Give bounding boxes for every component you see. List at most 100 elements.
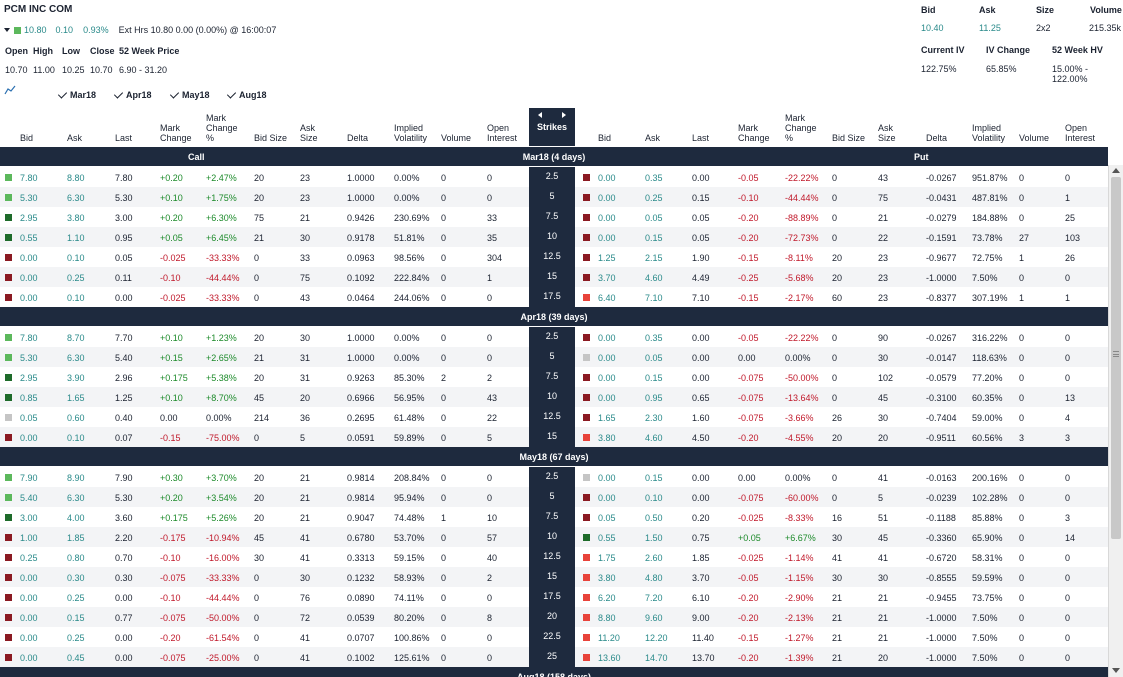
call-ask-cell[interactable]: 3.80	[67, 213, 85, 223]
option-row[interactable]: 0.00 0.10 0.05 -0.025 -33.33% 0 33 0.0963 98.56%…	[0, 247, 1108, 267]
put-ask-cell[interactable]: 14.70	[645, 653, 668, 663]
call-bid-size-cell[interactable]: 20	[254, 513, 265, 523]
put-volume-cell[interactable]: 3	[1019, 433, 1025, 443]
option-row[interactable]: 7.80 8.80 7.80 +0.20 +2.47% 20 23 1.0000 0.00% 0 0…	[0, 167, 1108, 187]
scrollbar[interactable]	[1108, 165, 1123, 677]
put-bid-cell[interactable]: 0.00	[598, 173, 616, 183]
call-delta-cell[interactable]: 0.9178	[347, 233, 375, 243]
call-last-cell[interactable]: 7.70	[115, 333, 133, 343]
call-open-interest-cell[interactable]: 304	[487, 253, 503, 263]
call-mark-change-cell[interactable]: +0.05	[160, 233, 183, 243]
put-ask-size-cell[interactable]: 21	[878, 213, 889, 223]
call-bid-cell[interactable]: 0.00	[20, 613, 38, 623]
put-volume-cell[interactable]: 0	[1019, 213, 1025, 223]
call-volume-cell[interactable]: 0	[441, 293, 447, 303]
call-volume-cell[interactable]: 0	[441, 413, 447, 423]
put-ask-size-cell[interactable]: 21	[878, 633, 889, 643]
option-row[interactable]: 0.00 0.45 0.00 -0.075 -25.00% 0 41 0.1002 125.61…	[0, 647, 1108, 667]
call-mark-change-cell[interactable]: +0.175	[160, 373, 188, 383]
call-mark-change-cell[interactable]: +0.20	[160, 493, 183, 503]
call-mark-change-cell[interactable]: +0.15	[160, 353, 183, 363]
call-implied-volatility-cell[interactable]: 58.93%	[394, 573, 425, 583]
call-implied-volatility-cell[interactable]: 59.15%	[394, 553, 425, 563]
put-open-interest-cell[interactable]: 0	[1065, 633, 1071, 643]
put-mark-change-pct-cell[interactable]: -60.00%	[785, 493, 819, 503]
put-bid-size-cell[interactable]: 30	[832, 533, 843, 543]
put-mark-change-cell[interactable]: -0.20	[738, 593, 759, 603]
call-last-cell[interactable]: 0.95	[115, 233, 133, 243]
put-mark-change-pct-cell[interactable]: -1.14%	[785, 553, 814, 563]
put-mark-change-pct-cell[interactable]: -4.55%	[785, 433, 814, 443]
call-bid-cell[interactable]: 3.00	[20, 513, 38, 523]
strike-cell[interactable]: 7.5	[529, 207, 575, 227]
call-bid-cell[interactable]: 5.40	[20, 493, 38, 503]
call-bid-size-cell[interactable]: 45	[254, 393, 265, 403]
call-mark-change-cell[interactable]: +0.10	[160, 193, 183, 203]
put-open-interest-cell[interactable]: 0	[1065, 553, 1071, 563]
strike-cell[interactable]: 10	[529, 387, 575, 407]
put-bid-cell[interactable]: 0.00	[598, 353, 616, 363]
call-mark-change-pct-cell[interactable]: +6.45%	[206, 233, 237, 243]
put-mark-change-cell[interactable]: -0.075	[738, 393, 764, 403]
put-mark-change-cell[interactable]: +0.05	[738, 533, 761, 543]
call-open-interest-cell[interactable]: 57	[487, 533, 498, 543]
put-volume-cell[interactable]: 0	[1019, 473, 1025, 483]
call-volume-cell[interactable]: 0	[441, 253, 447, 263]
call-mark-change-cell[interactable]: +0.20	[160, 173, 183, 183]
call-col-mark-change[interactable]: Mark Change	[160, 123, 192, 143]
put-mark-change-cell[interactable]: 0.00	[738, 353, 756, 363]
call-ask-size-cell[interactable]: 43	[300, 293, 311, 303]
strike-cell[interactable]: 5	[529, 487, 575, 507]
put-delta-cell[interactable]: -0.0267	[926, 173, 957, 183]
call-open-interest-cell[interactable]: 1	[487, 273, 493, 283]
put-delta-cell[interactable]: -0.6720	[926, 553, 957, 563]
option-row[interactable]: 0.00 0.10 0.00 -0.025 -33.33% 0 43 0.0464 244.06…	[0, 287, 1108, 307]
put-last-cell[interactable]: 0.05	[692, 233, 710, 243]
put-last-cell[interactable]: 1.60	[692, 413, 710, 423]
call-bid-size-cell[interactable]: 20	[254, 333, 265, 343]
call-ask-cell[interactable]: 8.90	[67, 473, 85, 483]
call-mark-change-pct-cell[interactable]: +6.30%	[206, 213, 237, 223]
expiry-filter-apr18[interactable]: Apr18	[113, 88, 152, 100]
strike-cell[interactable]: 20	[529, 607, 575, 627]
option-row[interactable]: 0.00 0.30 0.30 -0.075 -33.33% 0 30 0.1232 58.93%…	[0, 567, 1108, 587]
put-bid-size-cell[interactable]: 20	[832, 253, 843, 263]
put-col-ask-size[interactable]: Ask Size	[878, 123, 896, 143]
put-implied-volatility-cell[interactable]: 184.88%	[972, 213, 1008, 223]
put-ask-size-cell[interactable]: 21	[878, 593, 889, 603]
put-last-cell[interactable]: 4.49	[692, 273, 710, 283]
call-ask-cell[interactable]: 0.25	[67, 273, 85, 283]
call-ask-size-cell[interactable]: 23	[300, 173, 311, 183]
put-last-cell[interactable]: 7.10	[692, 293, 710, 303]
put-bid-size-cell[interactable]: 0	[832, 353, 838, 363]
call-open-interest-cell[interactable]: 8	[487, 613, 493, 623]
put-implied-volatility-cell[interactable]: 60.56%	[972, 433, 1003, 443]
put-volume-cell[interactable]: 0	[1019, 333, 1025, 343]
call-delta-cell[interactable]: 0.0890	[347, 593, 375, 603]
call-implied-volatility-cell[interactable]: 208.84%	[394, 473, 430, 483]
call-bid-size-cell[interactable]: 0	[254, 273, 260, 283]
put-open-interest-cell[interactable]: 3	[1065, 513, 1071, 523]
put-implied-volatility-cell[interactable]: 102.28%	[972, 493, 1008, 503]
put-bid-cell[interactable]: 11.20	[598, 633, 620, 643]
put-col-delta[interactable]: Delta	[926, 133, 948, 143]
put-bid-cell[interactable]: 3.80	[598, 573, 616, 583]
call-half[interactable]	[0, 227, 529, 247]
put-open-interest-cell[interactable]: 0	[1065, 593, 1071, 603]
call-volume-cell[interactable]: 0	[441, 613, 447, 623]
put-bid-size-cell[interactable]: 21	[832, 613, 843, 623]
put-col-mark-change[interactable]: Mark Change	[738, 123, 770, 143]
option-row[interactable]: 2.95 3.80 3.00 +0.20 +6.30% 75 21 0.9426 230.69%…	[0, 207, 1108, 227]
strike-cell[interactable]: 15	[529, 267, 575, 287]
put-ask-cell[interactable]: 7.20	[645, 593, 663, 603]
call-volume-cell[interactable]: 0	[441, 273, 447, 283]
put-implied-volatility-cell[interactable]: 65.90%	[972, 533, 1003, 543]
put-bid-size-cell[interactable]: 21	[832, 593, 843, 603]
call-bid-size-cell[interactable]: 0	[254, 613, 260, 623]
put-bid-cell[interactable]: 0.55	[598, 533, 616, 543]
call-ask-cell[interactable]: 0.10	[67, 433, 85, 443]
dropdown-icon[interactable]	[4, 28, 10, 32]
call-volume-cell[interactable]: 0	[441, 573, 447, 583]
put-implied-volatility-cell[interactable]: 307.19%	[972, 293, 1008, 303]
call-bid-cell[interactable]: 7.80	[20, 173, 38, 183]
